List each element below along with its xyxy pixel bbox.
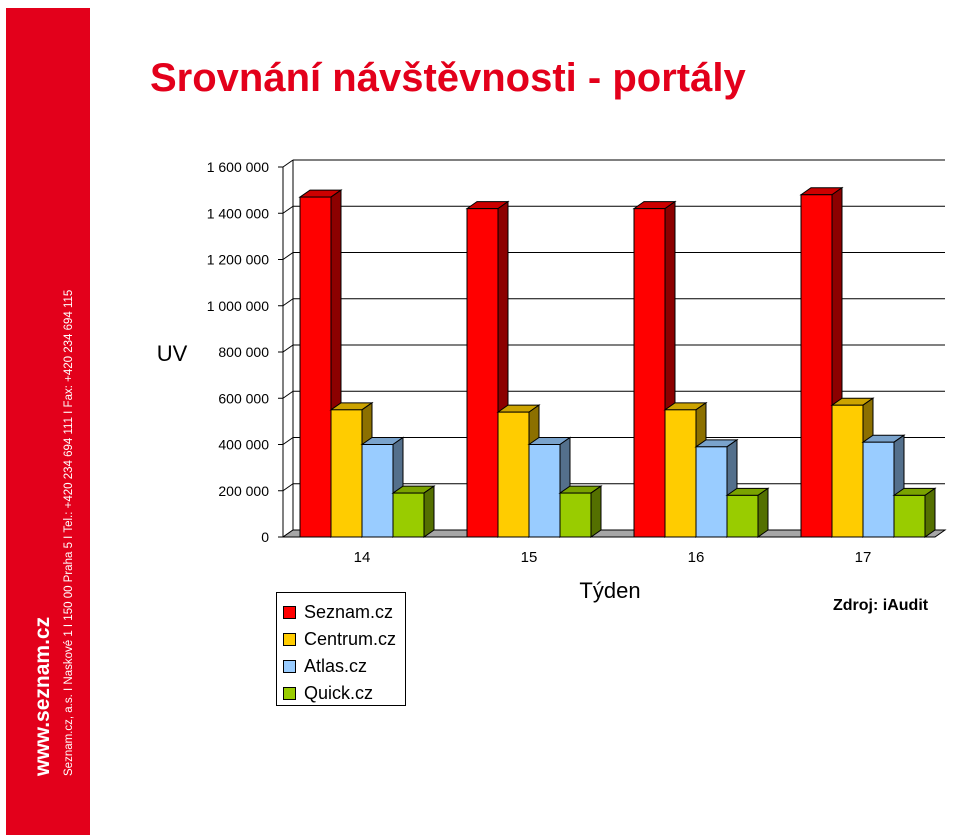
bar-quick-cz xyxy=(726,494,759,538)
source-note: Zdroj: iAudit xyxy=(833,597,929,614)
bar-side-quick-cz xyxy=(590,485,602,538)
bar-side-quick-cz xyxy=(423,485,435,538)
bar-side-quick-cz xyxy=(757,487,769,538)
legend-item: Centrum.cz xyxy=(283,626,405,653)
legend-item: Atlas.cz xyxy=(283,653,405,680)
bar-seznam-cz xyxy=(800,194,833,538)
bar-quick-cz xyxy=(559,492,592,538)
legend-swatch xyxy=(283,606,296,619)
y-tick-label: 400 000 xyxy=(218,437,269,453)
bar-atlas-cz xyxy=(361,444,394,538)
grid-diagonal xyxy=(282,483,294,492)
bar-centrum-cz xyxy=(664,409,697,538)
bar-atlas-cz xyxy=(862,441,895,538)
bar-centrum-cz xyxy=(831,404,864,538)
grid-diagonal xyxy=(282,390,294,399)
y-tick-label: 1 200 000 xyxy=(207,252,269,268)
grid-diagonal xyxy=(282,437,294,445)
bar-centrum-cz xyxy=(330,409,363,538)
grid-diagonal xyxy=(282,205,294,214)
grid-diagonal xyxy=(282,252,294,260)
sidebar-contact: Seznam.cz, a.s. I Naskové 1 I 150 00 Pra… xyxy=(63,290,75,776)
legend-item: Quick.cz xyxy=(283,680,405,707)
y-tick-label: 1 000 000 xyxy=(207,298,269,314)
y-axis-title: UV xyxy=(157,341,188,366)
bar-quick-cz xyxy=(893,494,926,538)
y-tick-label: 1 600 000 xyxy=(207,159,269,175)
y-tick-label: 600 000 xyxy=(218,390,269,406)
page-title: Srovnání návštěvnosti - portály xyxy=(150,56,746,100)
chart-legend: Seznam.cz Centrum.cz Atlas.cz Quick.cz xyxy=(276,592,406,706)
legend-item: Seznam.cz xyxy=(283,599,405,626)
x-tick-label: 14 xyxy=(354,549,371,566)
y-tick-label: 0 xyxy=(261,529,269,545)
grid-diagonal xyxy=(282,298,294,307)
bar-atlas-cz xyxy=(695,446,728,538)
legend-label: Seznam.cz xyxy=(304,602,394,622)
bar-atlas-cz xyxy=(528,444,561,538)
sidebar-brand: www.seznam.cz xyxy=(31,617,54,777)
x-axis-title: Týden xyxy=(579,578,640,603)
bar-centrum-cz xyxy=(497,411,530,538)
bar-quick-cz xyxy=(392,492,425,538)
grid-diagonal xyxy=(282,159,294,168)
legend-swatch xyxy=(283,687,296,700)
y-tick-label: 1 400 000 xyxy=(207,205,269,221)
y-tick-label: 200 000 xyxy=(218,483,269,499)
y-tick-label: 800 000 xyxy=(218,344,269,360)
grid-diagonal xyxy=(282,344,294,353)
chart-bars xyxy=(298,186,937,538)
legend-label: Atlas.cz xyxy=(304,656,368,676)
bar-seznam-cz xyxy=(466,208,499,538)
x-tick-label: 17 xyxy=(855,549,872,566)
x-tick-label: 16 xyxy=(688,549,705,566)
legend-label: Centrum.cz xyxy=(304,629,397,649)
legend-label: Quick.cz xyxy=(304,683,374,703)
bar-seznam-cz xyxy=(299,196,332,538)
bar-seznam-cz xyxy=(633,208,666,538)
sidebar: www.seznam.cz Seznam.cz, a.s. I Naskové … xyxy=(6,8,90,835)
chart-axis-text: 0 200 000 400 000 600 000 800 000 1 000 000 1 … xyxy=(157,159,872,603)
x-tick-label: 15 xyxy=(521,549,538,566)
sidebar-text: www.seznam.cz Seznam.cz, a.s. I Naskové … xyxy=(31,290,75,777)
legend-swatch xyxy=(283,633,296,646)
legend-swatch xyxy=(283,660,296,673)
bar-side-quick-cz xyxy=(924,487,936,538)
